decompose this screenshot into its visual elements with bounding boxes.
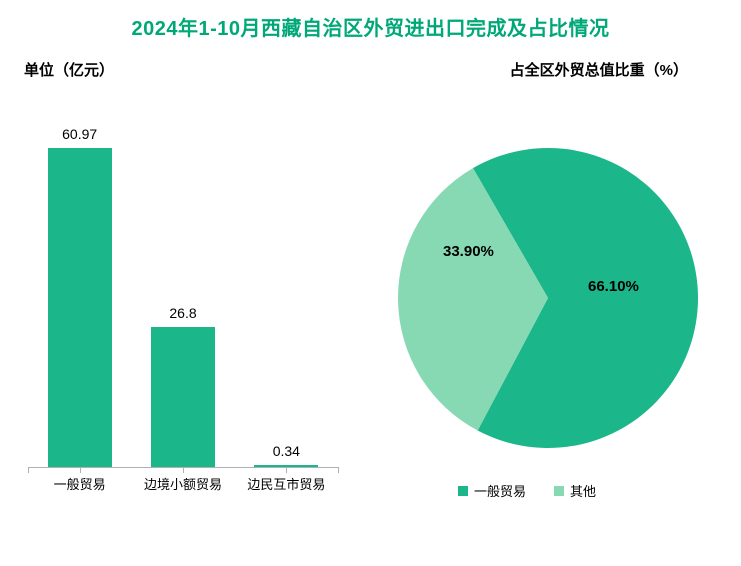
- bar-1: [151, 327, 215, 467]
- pie-subtitle: 占全区外贸总值比重（%）: [510, 59, 688, 80]
- bar-plot: 60.97一般贸易26.8边境小额贸易0.34边民互市贸易: [28, 128, 338, 468]
- bar-value-label-2: 0.34: [236, 443, 336, 459]
- plot-area: 60.97 一般贸易 26.8 边境小额贸易 0.34 边民互市贸易 66.10% 33.…: [18, 88, 723, 508]
- legend-item-1: 其他: [554, 481, 596, 500]
- bar-category-1: 边境小额贸易: [128, 474, 238, 493]
- legend-item-0: 一般贸易: [458, 481, 526, 500]
- chart-title: 2024年1-10月西藏自治区外贸进出口完成及占比情况: [18, 12, 723, 41]
- legend-text-0: 一般贸易: [474, 481, 526, 500]
- bar-edge-tick: [28, 467, 29, 473]
- pie-legend: 一般贸易 其他: [458, 481, 596, 500]
- pie-label-minority: 33.90%: [443, 243, 494, 260]
- pie-svg: [378, 143, 718, 463]
- bar-value-label-0: 60.97: [30, 126, 130, 142]
- bar-tick: [183, 467, 184, 473]
- legend-text-1: 其他: [570, 481, 596, 500]
- pie-panel: 66.10% 33.90% 一般贸易 其他: [358, 88, 718, 508]
- bar-category-2: 边民互市贸易: [231, 474, 341, 493]
- bar-tick: [286, 467, 287, 473]
- bar-panel: 60.97 一般贸易 26.8 边境小额贸易 0.34 边民互市贸易: [18, 88, 358, 508]
- legend-swatch-0: [458, 486, 468, 496]
- bar-0: [48, 148, 112, 467]
- bar-tick: [80, 467, 81, 473]
- subtitle-row: 单位（亿元） 占全区外贸总值比重（%）: [18, 59, 723, 80]
- chart-container: 2024年1-10月西藏自治区外贸进出口完成及占比情况 单位（亿元） 占全区外贸…: [0, 0, 741, 566]
- bar-category-0: 一般贸易: [25, 474, 135, 493]
- bar-subtitle: 单位（亿元）: [24, 59, 114, 80]
- bar-2: [254, 465, 318, 467]
- bar-edge-tick: [338, 467, 339, 473]
- legend-swatch-1: [554, 486, 564, 496]
- bar-value-label-1: 26.8: [133, 305, 233, 321]
- pie-label-majority: 66.10%: [588, 278, 639, 295]
